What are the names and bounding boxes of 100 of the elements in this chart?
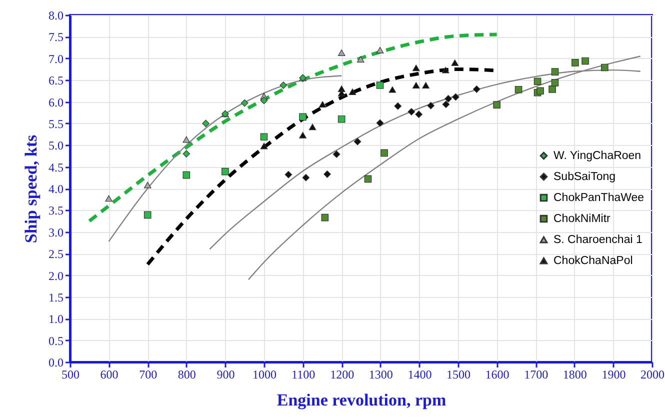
x-tick-label: 1900 [602,368,626,382]
legend-label: ChokChaNaPol [554,254,633,267]
point [332,150,340,158]
point [321,214,329,222]
point [534,78,542,86]
legend-label: ChokPanThaWee [554,192,644,204]
point [388,86,396,93]
y-tick-label: 7.0 [48,52,64,66]
point [144,211,152,219]
x-tick-label: 900 [216,368,235,382]
point [442,100,450,108]
y-tick-label: 5.5 [48,116,64,131]
point [182,171,190,179]
point [364,175,372,183]
y-tick-label: 6.5 [48,74,64,88]
point [412,82,420,88]
point [302,174,310,182]
x-tick-label: 1200 [330,368,354,382]
y-axis-title: Ship speed, kts [22,134,40,244]
y-tick-label: 0.0 [48,356,64,370]
point [338,90,346,96]
point [376,82,384,89]
point [105,195,112,202]
x-axis-title: Engine revolution, rpm [276,390,446,410]
point [182,136,190,143]
point [444,95,452,102]
point [514,86,522,94]
point [493,101,500,108]
legend-label: W. YingChaRoen [554,150,642,162]
x-tick-label: 1000 [252,368,276,382]
line-series [108,75,342,242]
y-tick-label: 4.0 [48,182,64,196]
point [260,142,268,150]
point [551,68,559,76]
point [308,124,316,130]
point [376,119,384,127]
point [415,110,422,118]
point [338,115,346,123]
point [572,59,579,66]
point [376,46,384,54]
x-tick-label: 2000 [640,368,664,382]
y-tick-label: 5.0 [48,138,64,153]
y-tick-label: 8.0 [48,8,64,22]
point [356,56,364,62]
point [408,108,416,116]
point [582,57,589,65]
point [412,64,420,72]
point [354,138,362,146]
y-tick-label: 7.5 [48,30,64,44]
x-tick-label: 1100 [292,368,316,382]
x-tick-label: 1300 [368,368,393,382]
y-tick-label: 0.5 [48,334,64,348]
point [284,170,292,178]
point [324,170,331,178]
y-tick-label: 1.5 [48,290,64,304]
point [380,149,388,157]
point [144,182,152,188]
point [338,50,346,56]
x-tick-label: 1500 [446,368,470,382]
y-tick-label: 2.0 [48,268,64,283]
point [299,113,306,121]
x-tick-label: 700 [139,368,158,382]
x-tick-label: 1600 [485,368,510,382]
point [472,86,480,93]
point [427,102,434,110]
y-tick-label: 3.5 [48,204,64,218]
point [422,82,430,88]
point [551,79,559,86]
point [260,96,268,104]
point [548,86,556,93]
line-series [88,32,499,223]
x-tick-label: 500 [62,368,80,382]
y-tick-label: 1.0 [48,312,64,326]
y-tick-label: 4.5 [48,160,64,174]
legend-label: ChokNiMitr [554,212,611,225]
x-tick-label: 1400 [408,368,432,382]
point [536,87,544,95]
point [280,82,288,89]
point [348,88,356,95]
point [451,60,459,66]
legend-label: S. Charoenchai 1 [554,234,642,246]
x-tick-label: 1700 [524,368,548,382]
legend-label: SubSaiTong [554,170,616,183]
point [182,150,190,158]
point [452,93,460,101]
point [394,102,402,110]
point [240,99,248,107]
point [442,66,450,74]
point [202,120,210,128]
point [299,132,306,138]
point [222,168,229,176]
x-tick-label: 800 [178,368,196,382]
y-tick-label: 6.0 [48,95,64,110]
x-tick-label: 1800 [562,368,587,382]
x-tick-label: 600 [100,368,118,382]
point [318,101,326,108]
point [601,64,608,72]
point [260,133,268,141]
y-tick-label: 3.0 [48,225,64,240]
y-tick-label: 2.5 [48,247,64,262]
